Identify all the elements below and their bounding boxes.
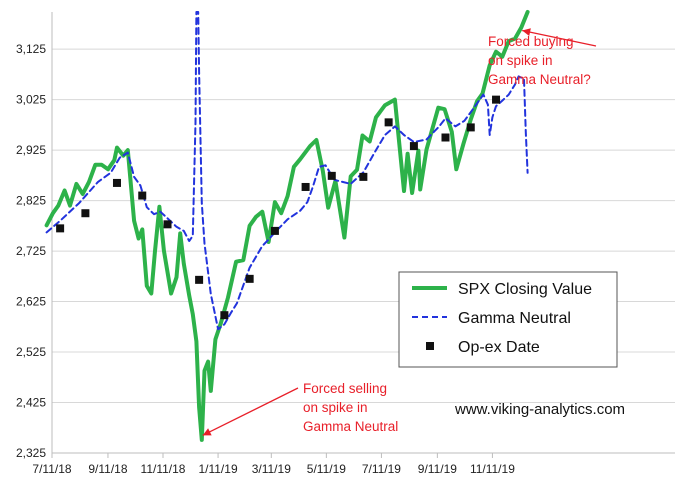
opex-marker: [56, 224, 65, 233]
opex-marker: [138, 191, 147, 200]
annotation-buy-line-3: Gamma Neutral?: [488, 72, 591, 87]
y-tick-label: 3,025: [16, 93, 46, 107]
opex-marker: [409, 142, 418, 151]
gamma-neutral-line: [45, 11, 529, 331]
annotation-forced-selling: Forced selling on spike in Gamma Neutral: [303, 381, 398, 434]
y-tick-label: 3,125: [16, 42, 46, 56]
y-tick-label: 2,725: [16, 244, 46, 258]
x-tick-label: 9/11/19: [418, 462, 457, 476]
x-tick-label: 7/11/18: [32, 462, 71, 476]
opex-marker: [245, 274, 254, 283]
opex-markers: [56, 95, 501, 320]
x-tick-label: 9/11/18: [88, 462, 127, 476]
arrow-forced-selling-head: [202, 428, 212, 436]
opex-marker: [81, 209, 90, 218]
y-tick-label: 2,825: [16, 194, 46, 208]
x-tick-label: 3/11/19: [252, 462, 291, 476]
x-tick-label: 11/11/18: [141, 462, 186, 476]
opex-marker: [359, 172, 368, 181]
x-tick-label: 5/11/19: [307, 462, 346, 476]
annotation-arrows: [202, 28, 597, 436]
annotation-forced-buying: Forced buying on spike in Gamma Neutral?: [488, 34, 591, 87]
y-tick-label: 2,925: [16, 143, 46, 157]
opex-marker: [112, 178, 121, 187]
series: [44, 10, 530, 442]
opex-marker: [492, 95, 501, 104]
y-tick-label: 2,425: [16, 396, 46, 410]
arrow-forced-buying-head: [522, 28, 531, 37]
annotation-sell-line-2: on spike in: [303, 400, 368, 415]
opex-marker: [163, 220, 172, 229]
opex-marker: [327, 171, 336, 180]
opex-marker: [270, 226, 279, 235]
x-tick-label: 7/11/19: [362, 462, 401, 476]
arrow-forced-buying: [522, 29, 597, 47]
y-tick-label: 2,325: [16, 446, 46, 460]
y-tick-label: 2,625: [16, 295, 46, 309]
y-tick-label: 2,525: [16, 345, 46, 359]
opex-marker: [301, 182, 310, 191]
opex-marker: [220, 311, 229, 320]
grid: [51, 12, 675, 454]
y-axis-ticks: 2,325 2,425 2,525 2,625 2,725 2,825 2,925 3,025…: [16, 42, 46, 460]
opex-marker: [195, 275, 204, 284]
x-tick-label: 11/11/19: [470, 462, 515, 476]
annotation-sell-line-1: Forced selling: [303, 381, 387, 396]
watermark: www.viking-analytics.com: [454, 401, 625, 418]
legend: SPX Closing Value Gamma Neutral Op-ex Da…: [398, 271, 618, 368]
annotation-buy-line-2: on spike in: [488, 53, 553, 68]
annotation-sell-line-3: Gamma Neutral: [303, 419, 398, 434]
x-tick-label: 1/11/19: [198, 462, 237, 476]
legend-label-opex: Op-ex Date: [458, 339, 540, 356]
legend-swatch-opex: [426, 342, 434, 350]
arrow-forced-selling: [202, 387, 299, 436]
opex-marker: [441, 133, 450, 142]
legend-label-spx: SPX Closing Value: [458, 281, 592, 298]
opex-marker: [384, 118, 393, 127]
opex-marker: [466, 123, 475, 132]
annotation-buy-line-1: Forced buying: [488, 34, 574, 49]
spx-line: [44, 10, 530, 442]
legend-label-gamma: Gamma Neutral: [458, 310, 571, 327]
x-axis-ticks: 7/11/18 9/11/18 11/11/18 1/11/19 3/11/19 5/11…: [32, 453, 515, 476]
